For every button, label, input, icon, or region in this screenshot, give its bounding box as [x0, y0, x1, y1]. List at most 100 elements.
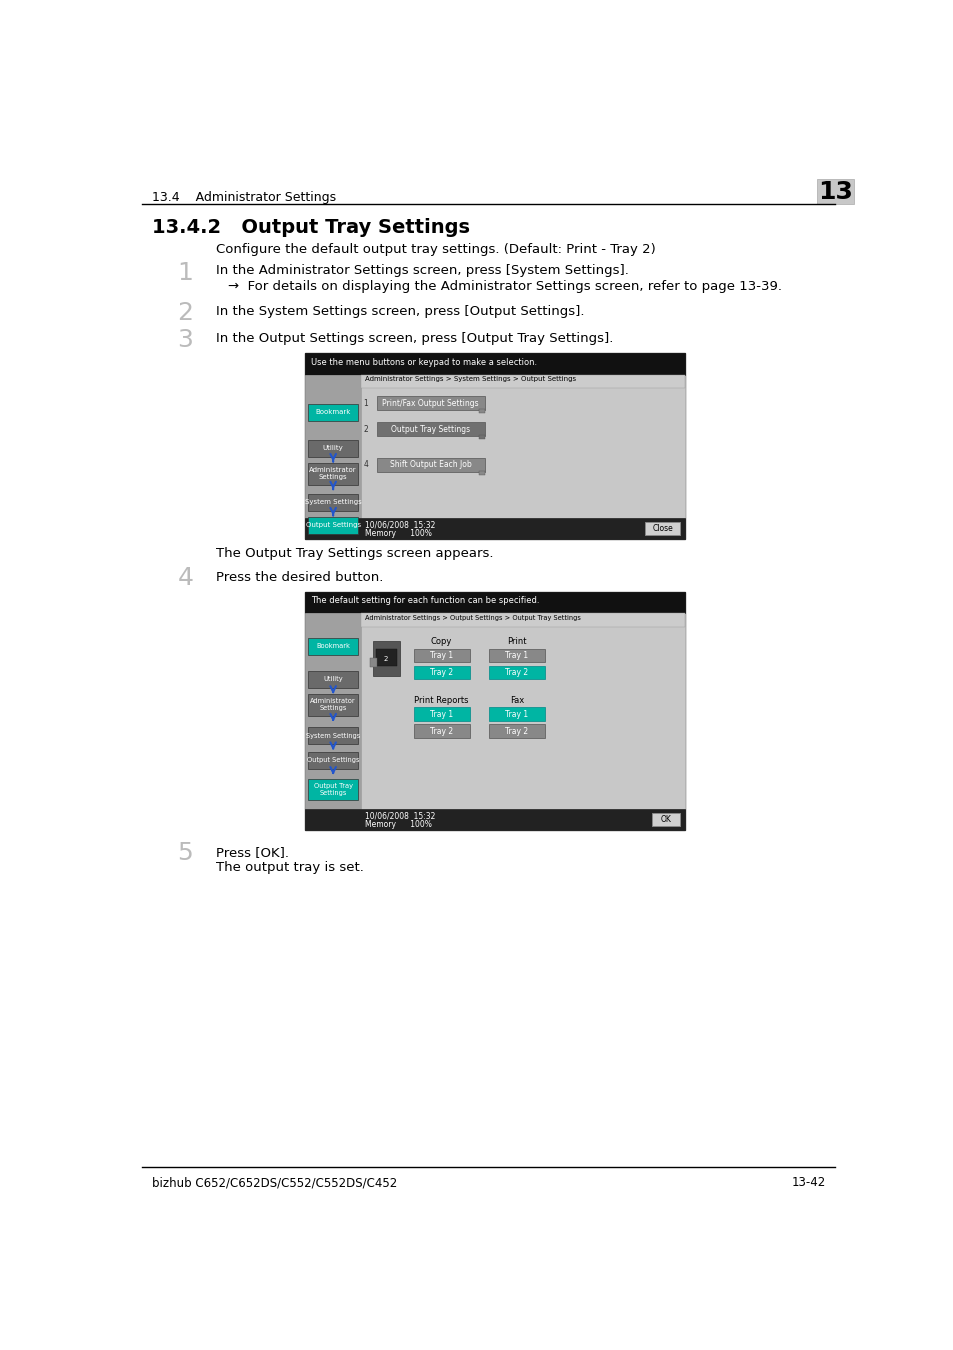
Bar [308, 517, 357, 533]
Bar [360, 374, 684, 518]
Text: In the Output Settings screen, press [Output Tray Settings].: In the Output Settings screen, press [Ou… [216, 332, 613, 346]
Bar [308, 404, 357, 421]
Bar [305, 591, 684, 830]
Text: Utility: Utility [323, 676, 342, 683]
Bar [376, 423, 484, 436]
Bar [478, 435, 484, 439]
Text: 13: 13 [817, 181, 852, 204]
Text: Tray 1: Tray 1 [430, 651, 453, 660]
Text: Tray 1: Tray 1 [505, 651, 528, 660]
Bar [414, 666, 469, 679]
Bar [305, 518, 684, 539]
Text: The Output Tray Settings screen appears.: The Output Tray Settings screen appears. [216, 547, 493, 560]
Bar [360, 613, 684, 628]
Text: 2: 2 [363, 425, 368, 433]
Text: 13.4    Administrator Settings: 13.4 Administrator Settings [152, 192, 335, 204]
Text: 2: 2 [383, 656, 388, 663]
Bar [308, 494, 357, 510]
Bar [308, 637, 357, 655]
Bar [488, 724, 544, 738]
Bar [376, 458, 484, 471]
Text: Output Tray Settings: Output Tray Settings [391, 425, 470, 433]
Text: Print/Fax Output Settings: Print/Fax Output Settings [382, 398, 478, 408]
Text: bizhub C652/C652DS/C552/C552DS/C452: bizhub C652/C652DS/C552/C552DS/C452 [152, 1176, 396, 1189]
Bar [305, 352, 684, 539]
Text: 4: 4 [363, 460, 368, 468]
Bar [308, 752, 357, 768]
Text: →  For details on displaying the Administrator Settings screen, refer to page 13: → For details on displaying the Administ… [228, 279, 781, 293]
Bar [305, 613, 360, 809]
Text: Bookmark: Bookmark [315, 644, 350, 649]
Bar [478, 409, 484, 413]
Text: Press [OK].: Press [OK]. [216, 845, 289, 859]
Bar [644, 522, 679, 535]
Text: In the Administrator Settings screen, press [System Settings].: In the Administrator Settings screen, pr… [216, 265, 628, 277]
Text: 13-42: 13-42 [791, 1176, 825, 1189]
Text: Memory      100%: Memory 100% [365, 529, 432, 539]
Text: 4: 4 [177, 566, 193, 590]
Text: 10/06/2008  15:32: 10/06/2008 15:32 [365, 521, 435, 529]
Text: Administrator
Settings: Administrator Settings [310, 698, 355, 711]
Text: Memory      100%: Memory 100% [365, 821, 432, 829]
Text: Tray 1: Tray 1 [505, 710, 528, 718]
Text: 2: 2 [177, 301, 193, 324]
Text: Output Settings: Output Settings [305, 522, 360, 528]
Bar [308, 463, 357, 485]
Bar [305, 352, 684, 374]
Bar [488, 707, 544, 721]
Text: System Settings: System Settings [306, 733, 360, 738]
Text: Tray 1: Tray 1 [430, 710, 453, 718]
Text: Press the desired button.: Press the desired button. [216, 571, 383, 583]
Text: 13.4.2   Output Tray Settings: 13.4.2 Output Tray Settings [152, 219, 469, 238]
Text: 10/06/2008  15:32: 10/06/2008 15:32 [365, 811, 435, 821]
Bar [308, 440, 357, 456]
Text: The output tray is set.: The output tray is set. [216, 861, 364, 875]
Text: Close: Close [652, 524, 672, 533]
Text: Bookmark: Bookmark [315, 409, 351, 416]
Text: Tray 2: Tray 2 [505, 726, 528, 736]
Text: 5: 5 [177, 841, 193, 865]
Bar [816, 180, 853, 204]
Text: Fax: Fax [509, 695, 523, 705]
Text: System Settings: System Settings [304, 500, 361, 505]
Text: Use the menu buttons or keypad to make a selection.: Use the menu buttons or keypad to make a… [311, 358, 537, 367]
Text: Output Settings: Output Settings [307, 757, 359, 763]
Text: Copy: Copy [431, 637, 452, 647]
Text: OK: OK [660, 815, 671, 824]
Bar [305, 591, 684, 613]
Text: Utility: Utility [322, 446, 343, 451]
Bar [414, 724, 469, 738]
Bar [376, 396, 484, 410]
Bar [373, 641, 399, 675]
Text: 3: 3 [177, 328, 193, 351]
Text: Output Tray
Settings: Output Tray Settings [314, 783, 353, 796]
Bar [308, 779, 357, 801]
Text: Print: Print [507, 637, 526, 647]
Text: In the System Settings screen, press [Output Settings].: In the System Settings screen, press [Ou… [216, 305, 584, 319]
Text: Shift Output Each Job: Shift Output Each Job [390, 460, 471, 468]
Text: Tray 2: Tray 2 [430, 726, 453, 736]
Bar [375, 648, 396, 666]
Text: Administrator Settings > Output Settings > Output Tray Settings: Administrator Settings > Output Settings… [365, 614, 580, 621]
Bar [308, 671, 357, 689]
Bar [305, 374, 360, 518]
Text: Tray 2: Tray 2 [505, 668, 528, 676]
Bar [488, 666, 544, 679]
Bar [652, 814, 679, 826]
Bar [308, 728, 357, 744]
Bar [370, 657, 376, 667]
Text: Tray 2: Tray 2 [430, 668, 453, 676]
Text: Print Reports: Print Reports [414, 695, 469, 705]
Bar [414, 648, 469, 663]
Text: 1: 1 [177, 261, 193, 285]
Text: Administrator Settings > System Settings > Output Settings: Administrator Settings > System Settings… [365, 377, 576, 382]
Bar [360, 374, 684, 389]
Bar [360, 613, 684, 809]
Text: Administrator
Settings: Administrator Settings [309, 467, 356, 481]
Bar [478, 471, 484, 475]
Bar [488, 648, 544, 663]
Text: Configure the default output tray settings. (Default: Print - Tray 2): Configure the default output tray settin… [216, 243, 656, 256]
Text: The default setting for each function can be specified.: The default setting for each function ca… [311, 597, 539, 605]
Bar [414, 707, 469, 721]
Bar [305, 809, 684, 830]
